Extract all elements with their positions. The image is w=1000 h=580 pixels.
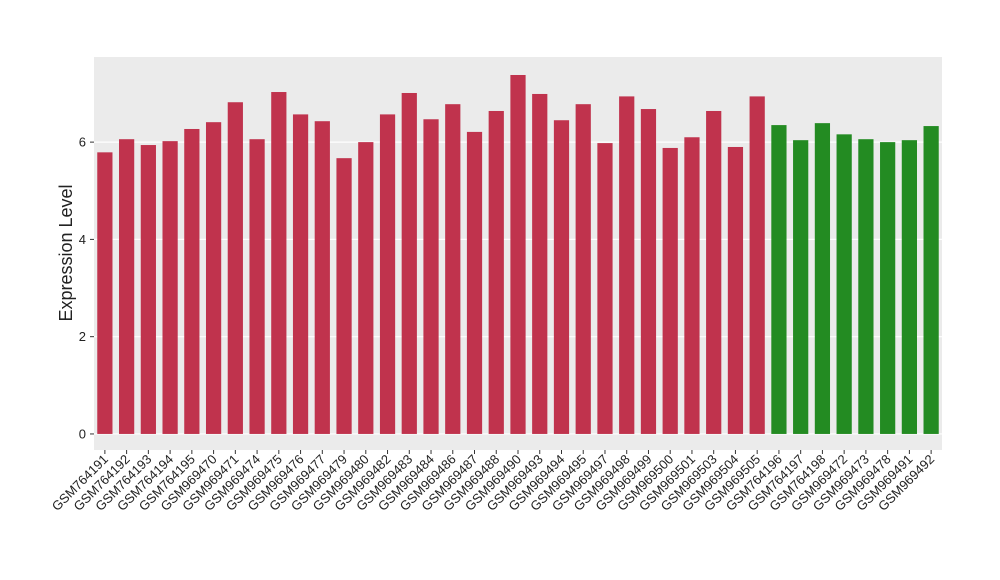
bar [314,121,330,434]
bar [249,139,265,434]
bar [858,139,874,434]
bar [358,142,374,434]
bar [553,120,570,434]
bar [749,96,765,434]
bar [336,158,352,434]
bar [466,131,483,434]
bar [401,92,417,434]
bar [488,110,504,434]
bar [727,146,744,434]
y-tick-label: 6 [79,135,86,150]
bar [662,147,678,434]
bar [640,109,657,434]
bar [205,122,222,434]
bar [706,110,722,434]
bar [292,114,309,434]
bar [97,152,113,434]
bar [227,102,243,434]
y-tick-label: 2 [79,329,86,344]
bar [619,96,635,434]
bar [836,134,852,434]
bar [271,92,287,434]
bar [532,93,548,434]
y-tick-label: 0 [79,426,86,441]
bar [684,137,700,434]
bar [423,119,439,434]
bar [793,140,809,434]
bar [597,143,613,434]
y-tick-label: 4 [79,232,86,247]
bar [771,125,787,434]
bar [162,141,178,434]
y-axis-label: Expression Level [56,184,76,321]
bar [510,74,526,434]
bar [923,126,939,434]
bar [575,104,591,434]
bar [901,140,917,434]
bar [379,114,396,434]
bar [880,142,896,434]
bar [140,145,156,434]
bar [814,123,831,434]
bar [445,104,461,434]
bar [184,128,200,434]
bar [119,139,135,434]
